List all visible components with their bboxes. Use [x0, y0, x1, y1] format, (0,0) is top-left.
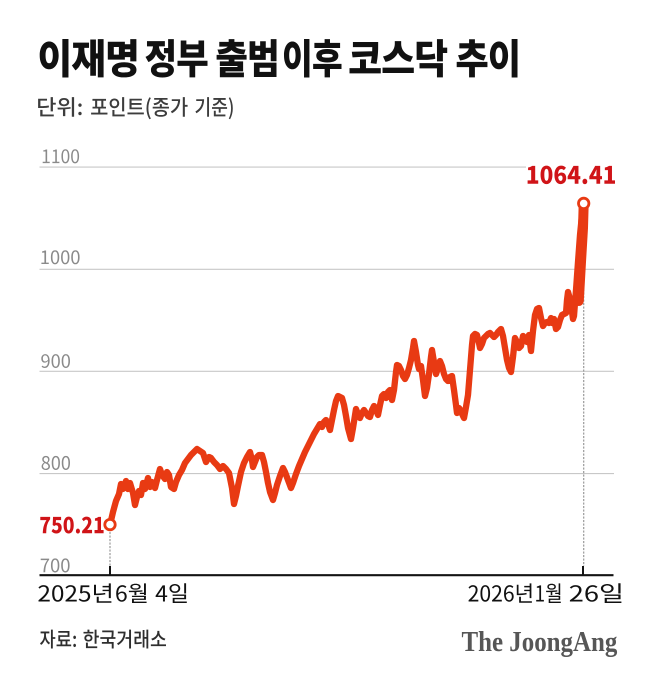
svg-text:The JoongAng: The JoongAng	[462, 626, 618, 658]
